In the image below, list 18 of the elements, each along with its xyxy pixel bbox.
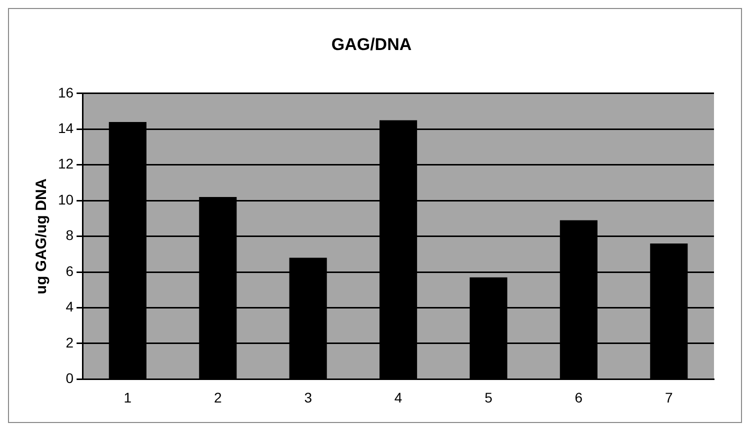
x-tick-label: 3 [304,389,312,406]
x-tick-label: 5 [484,389,493,406]
y-tick-label: 2 [66,334,74,350]
y-tick-label: 0 [66,370,74,386]
x-tick-label: 6 [574,389,583,406]
y-tick-label: 16 [58,84,74,100]
x-tick-label: 2 [214,389,222,406]
y-tick-label: 14 [58,120,74,136]
y-tick-label: 8 [66,227,74,244]
y-tick-label: 6 [66,262,74,279]
x-tick-label: 1 [124,389,132,406]
y-tick-label: 12 [58,156,74,172]
x-tick-label: 7 [665,389,673,406]
y-axis-title: ug GAG/ug DNA [33,178,50,294]
y-tick-label: 4 [66,298,74,315]
chart-title: GAG/DNA [331,34,412,54]
x-tick-label: 4 [394,389,402,406]
y-tick-label: 10 [58,191,74,208]
